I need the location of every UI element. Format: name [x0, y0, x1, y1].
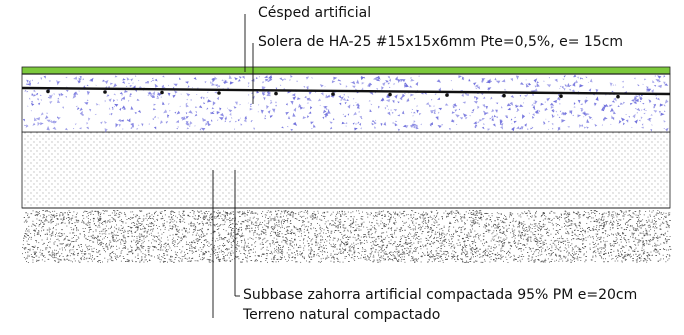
- label-cesped-artificial: Césped artificial: [258, 5, 371, 21]
- rebar-bar: [217, 91, 221, 95]
- rebar-bar: [616, 95, 620, 99]
- label-subbase-zahorra: Subbase zahorra artificial compactada 95…: [243, 287, 637, 303]
- rebar-bar: [502, 94, 506, 98]
- rebar-bar: [445, 93, 449, 97]
- rebar-bar: [160, 91, 164, 95]
- subbase-layer: [22, 132, 670, 208]
- rebar-bar: [331, 92, 335, 96]
- rebar-bar: [559, 94, 563, 98]
- rebar-bar: [274, 92, 278, 96]
- rebar-bar: [388, 93, 392, 97]
- label-terreno-natural: Terreno natural compactado: [243, 307, 440, 323]
- terreno-layer: [22, 210, 671, 263]
- rebar-bar: [46, 90, 50, 94]
- label-solera-hormigon: Solera de HA-25 #15x15x6mm Pte=0,5%, e= …: [258, 34, 623, 50]
- cesped-layer: [22, 67, 670, 74]
- rebar-bar: [103, 90, 107, 94]
